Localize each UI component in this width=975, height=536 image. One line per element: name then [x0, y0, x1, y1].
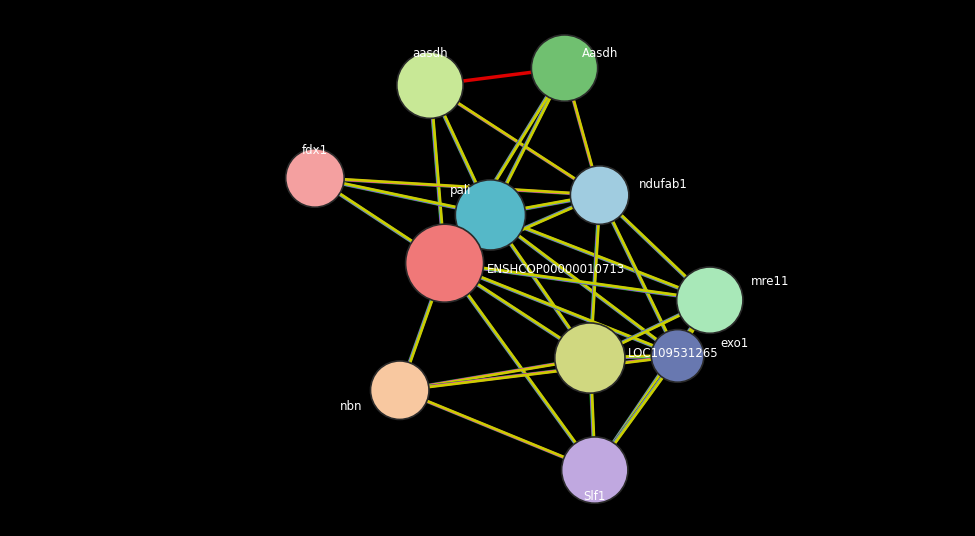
Text: ENSHCOP00000010713: ENSHCOP00000010713 — [487, 263, 625, 276]
Ellipse shape — [455, 180, 526, 250]
Text: pali: pali — [449, 184, 471, 197]
Text: mre11: mre11 — [751, 275, 790, 288]
Text: LOC109531265: LOC109531265 — [628, 347, 718, 360]
Ellipse shape — [562, 437, 628, 503]
Text: exo1: exo1 — [721, 337, 748, 349]
Text: nbn: nbn — [339, 400, 363, 413]
Text: ndufab1: ndufab1 — [639, 178, 687, 191]
Text: aasdh: aasdh — [412, 47, 448, 60]
Ellipse shape — [406, 224, 484, 302]
Text: Aasdh: Aasdh — [581, 47, 618, 60]
Ellipse shape — [531, 35, 598, 101]
Ellipse shape — [677, 267, 743, 333]
Ellipse shape — [286, 148, 344, 207]
Ellipse shape — [397, 52, 463, 118]
Text: Slf1: Slf1 — [584, 490, 605, 503]
Ellipse shape — [570, 166, 629, 225]
Text: fdx1: fdx1 — [302, 144, 328, 157]
Ellipse shape — [651, 330, 704, 382]
Ellipse shape — [370, 361, 429, 420]
Ellipse shape — [555, 323, 625, 393]
